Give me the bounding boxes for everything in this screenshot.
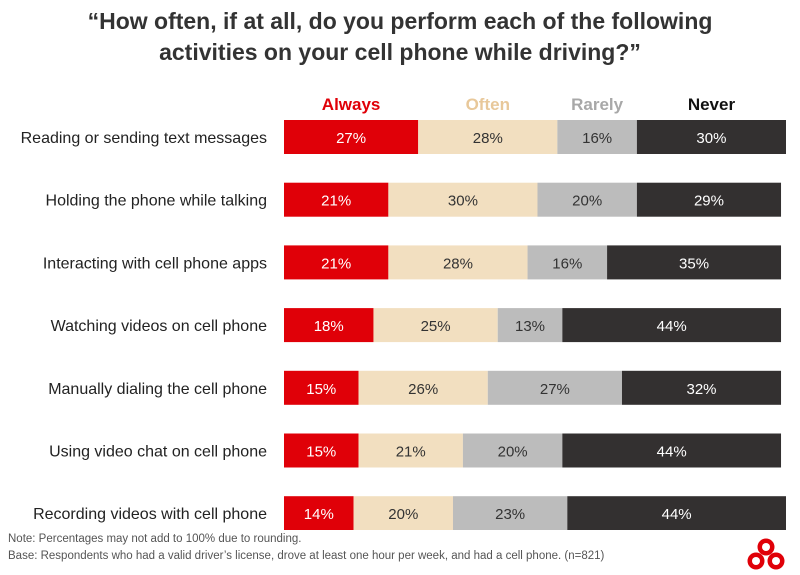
bar-often: [388, 182, 538, 217]
data-label: 20%: [388, 506, 418, 523]
category-label: Manually dialing the cell phone: [48, 381, 267, 398]
data-label: 21%: [396, 444, 426, 461]
category-label: Holding the phone while talking: [46, 193, 267, 210]
bar-always: [284, 245, 389, 280]
bar-often: [373, 308, 498, 343]
data-label: 25%: [421, 318, 451, 335]
legend-never: Never: [688, 95, 736, 114]
data-label: 30%: [696, 130, 726, 147]
brand-logo-icon: [747, 538, 785, 570]
bar-rarely: [452, 496, 568, 530]
bar-never: [621, 370, 782, 405]
category-label: Watching videos on cell phone: [51, 318, 268, 335]
bar-rarely: [487, 370, 622, 405]
chart-title-line-2: activities on your cell phone while driv…: [159, 39, 641, 65]
bar-always: [284, 433, 359, 468]
footnotes: Note: Percentages may not add to 100% du…: [8, 531, 604, 565]
category-label: Interacting with cell phone apps: [43, 255, 267, 272]
bar-never: [636, 182, 782, 217]
category-label: Using video chat on cell phone: [49, 444, 267, 461]
bar-never: [607, 245, 782, 280]
bar-often: [353, 496, 453, 530]
data-label: 44%: [657, 444, 687, 461]
bar-rarely: [537, 182, 637, 217]
data-label: 21%: [321, 255, 351, 272]
bar-rarely: [527, 245, 608, 280]
legend-often: Often: [466, 95, 510, 114]
data-label: 13%: [515, 318, 545, 335]
bar-often: [418, 120, 558, 154]
bar-always: [284, 182, 389, 217]
data-label: 32%: [686, 381, 716, 398]
bar-always: [284, 496, 354, 530]
bar-rarely: [557, 120, 637, 154]
data-label: 15%: [306, 444, 336, 461]
bar-always: [284, 308, 374, 343]
data-label: 16%: [582, 130, 612, 147]
data-label: 44%: [662, 506, 692, 523]
data-label: 30%: [448, 193, 478, 210]
category-label: Recording videos with cell phone: [33, 506, 267, 523]
footnote-base: Base: Respondents who had a valid driver…: [8, 550, 605, 562]
data-label: 27%: [336, 130, 366, 147]
bar-never: [567, 496, 786, 530]
data-label: 20%: [572, 193, 602, 210]
data-label: 26%: [408, 381, 438, 398]
data-label: 35%: [679, 255, 709, 272]
bar-rarely: [497, 308, 563, 343]
data-label: 15%: [306, 381, 336, 398]
data-label: 44%: [657, 318, 687, 335]
footnote-note: Note: Percentages may not add to 100% du…: [8, 533, 302, 545]
data-label: 23%: [495, 506, 525, 523]
bar-always: [284, 370, 359, 405]
bar-often: [358, 433, 463, 468]
chart-title-line-1: “How often, if at all, do you perform ea…: [87, 8, 713, 34]
chart-title: “How often, if at all, do you perform ea…: [0, 6, 800, 68]
bar-never: [562, 308, 782, 343]
bar-always: [284, 120, 419, 154]
data-label: 21%: [321, 193, 351, 210]
data-label: 14%: [304, 506, 334, 523]
data-label: 16%: [552, 255, 582, 272]
bar-never: [636, 120, 786, 154]
bar-often: [388, 245, 528, 280]
data-label: 20%: [498, 444, 528, 461]
bar-never: [562, 433, 782, 468]
data-label: 18%: [314, 318, 344, 335]
stacked-bar-chart: Always Often Rarely Never Reading or sending…: [21, 95, 786, 530]
legend-always: Always: [322, 95, 381, 114]
bar-rarely: [462, 433, 563, 468]
data-label: 27%: [540, 381, 570, 398]
category-label: Reading or sending text messages: [21, 130, 267, 147]
legend-rarely: Rarely: [571, 95, 624, 114]
data-label: 28%: [443, 255, 473, 272]
data-label: 28%: [473, 130, 503, 147]
bar-often: [358, 370, 488, 405]
data-label: 29%: [694, 193, 724, 210]
